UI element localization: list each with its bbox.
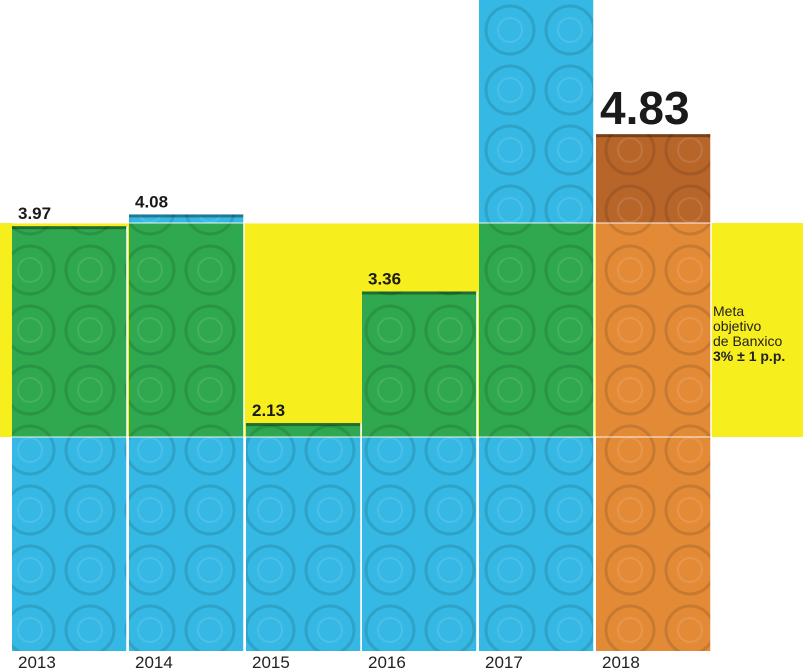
bar-2013 (12, 226, 128, 651)
x-tick-2017: 2017 (485, 653, 523, 671)
bar-2016 (362, 291, 478, 651)
data-label-2013: 3.97 (18, 204, 51, 223)
x-tick-2016: 2016 (368, 653, 406, 671)
bar-2015 (246, 423, 362, 651)
bar-2014 (129, 214, 245, 651)
x-tick-2013: 2013 (18, 653, 56, 671)
bar-2018 (596, 134, 712, 651)
x-tick-2018: 2018 (602, 653, 640, 671)
data-label-2014: 4.08 (135, 192, 168, 211)
target-label-line-1: Meta (713, 304, 745, 319)
data-label-2018: 4.83 (600, 82, 690, 134)
target-band-label: Meta objetivo de Banxico 3% ± 1 p.p. (713, 304, 803, 364)
x-tick-2015: 2015 (252, 653, 290, 671)
bar-2017 (479, 0, 595, 651)
x-tick-2014: 2014 (135, 653, 173, 671)
data-label-2016: 3.36 (368, 269, 401, 288)
data-label-2015: 2.13 (252, 401, 285, 420)
target-band-outline (12, 222, 711, 438)
target-label-emphasis: 3% ± 1 p.p. (713, 348, 786, 364)
target-label-line-3: de Banxico (713, 333, 783, 349)
target-label-line-2: objetivo (713, 318, 762, 334)
